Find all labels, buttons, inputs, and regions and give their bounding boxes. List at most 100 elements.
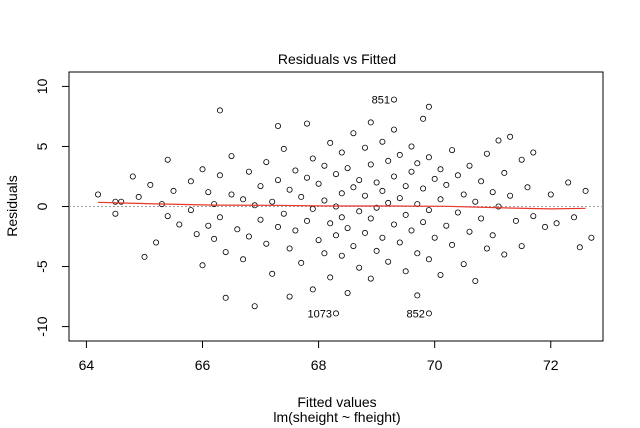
y-axis: -10 -5 0 5 10 bbox=[34, 78, 69, 337]
data-point bbox=[222, 294, 229, 301]
data-point bbox=[332, 171, 339, 178]
data-point bbox=[286, 293, 293, 300]
data-point bbox=[350, 184, 357, 191]
data-point bbox=[501, 251, 508, 258]
data-point bbox=[408, 227, 415, 234]
data-point bbox=[303, 174, 310, 181]
data-point bbox=[199, 166, 206, 173]
data-point bbox=[553, 220, 560, 227]
data-point bbox=[390, 126, 397, 133]
data-point bbox=[466, 162, 473, 169]
data-point bbox=[298, 259, 305, 266]
data-point bbox=[425, 207, 432, 214]
data-point bbox=[228, 191, 235, 198]
data-point bbox=[257, 183, 264, 190]
data-point bbox=[274, 223, 281, 230]
data-point bbox=[414, 160, 421, 167]
data-point bbox=[129, 173, 136, 180]
data-point bbox=[280, 145, 287, 152]
outlier-label: 852 bbox=[407, 308, 425, 320]
data-point bbox=[170, 187, 177, 194]
data-point bbox=[228, 153, 235, 160]
outlier-label: 1073 bbox=[308, 308, 332, 320]
data-point bbox=[571, 214, 578, 221]
data-point bbox=[361, 192, 368, 199]
data-point bbox=[344, 289, 351, 296]
data-point bbox=[420, 115, 427, 122]
data-point bbox=[153, 239, 160, 246]
data-point bbox=[315, 237, 322, 244]
data-point bbox=[379, 138, 386, 145]
data-point bbox=[367, 161, 374, 168]
data-point bbox=[245, 233, 252, 240]
data-point bbox=[263, 240, 270, 247]
chart-subtitle: lm(sheight ~ fheight) bbox=[273, 409, 400, 425]
y-tick-label: 10 bbox=[34, 78, 50, 94]
data-point bbox=[507, 133, 514, 140]
data-point bbox=[274, 177, 281, 184]
data-point bbox=[425, 154, 432, 161]
residual-points bbox=[95, 103, 595, 310]
data-point bbox=[396, 151, 403, 158]
data-point bbox=[321, 197, 328, 204]
data-point bbox=[222, 249, 229, 256]
y-tick-label: -5 bbox=[34, 260, 50, 273]
data-point bbox=[518, 243, 525, 250]
data-point bbox=[292, 167, 299, 174]
data-point bbox=[390, 173, 397, 180]
data-point bbox=[257, 216, 264, 223]
data-point bbox=[338, 190, 345, 197]
data-point bbox=[582, 187, 589, 194]
data-point bbox=[274, 123, 281, 130]
data-point bbox=[588, 234, 595, 241]
data-point bbox=[443, 222, 450, 229]
y-tick-label: 0 bbox=[34, 202, 50, 210]
data-point bbox=[501, 169, 508, 176]
data-point bbox=[216, 214, 223, 221]
data-point bbox=[437, 196, 444, 203]
data-point bbox=[141, 253, 148, 260]
data-point bbox=[193, 231, 200, 238]
data-point bbox=[483, 150, 490, 157]
data-point bbox=[292, 227, 299, 234]
data-point bbox=[565, 179, 572, 186]
data-point bbox=[547, 191, 554, 198]
data-point bbox=[512, 217, 519, 224]
x-axis: 64 66 68 70 72 bbox=[79, 341, 559, 373]
data-point bbox=[95, 191, 102, 198]
data-point bbox=[390, 221, 397, 228]
data-point bbox=[309, 286, 316, 293]
y-axis-label: Residuals bbox=[4, 175, 20, 236]
data-point bbox=[385, 157, 392, 164]
data-point bbox=[454, 172, 461, 179]
x-axis-label: Fitted values bbox=[297, 394, 376, 410]
x-tick-label: 68 bbox=[311, 357, 327, 373]
data-point bbox=[234, 226, 241, 233]
data-point bbox=[286, 186, 293, 193]
data-point bbox=[315, 180, 322, 187]
data-point bbox=[402, 268, 409, 275]
data-point bbox=[460, 191, 467, 198]
data-point bbox=[269, 270, 276, 277]
data-point bbox=[356, 264, 363, 271]
data-point bbox=[338, 214, 345, 221]
data-point bbox=[443, 181, 450, 188]
data-point bbox=[211, 201, 218, 208]
outlier-point bbox=[425, 310, 432, 317]
data-point bbox=[402, 183, 409, 190]
data-point bbox=[367, 215, 374, 222]
data-point bbox=[344, 225, 351, 232]
data-point bbox=[483, 245, 490, 252]
x-tick-label: 66 bbox=[195, 357, 211, 373]
y-tick-label: 5 bbox=[34, 142, 50, 150]
data-point bbox=[135, 193, 142, 200]
data-point bbox=[530, 213, 537, 220]
x-tick-label: 64 bbox=[79, 357, 95, 373]
data-point bbox=[495, 137, 502, 144]
data-point bbox=[396, 195, 403, 202]
data-point bbox=[112, 210, 119, 217]
data-point bbox=[164, 213, 171, 220]
data-point bbox=[245, 168, 252, 175]
data-point bbox=[576, 244, 583, 251]
